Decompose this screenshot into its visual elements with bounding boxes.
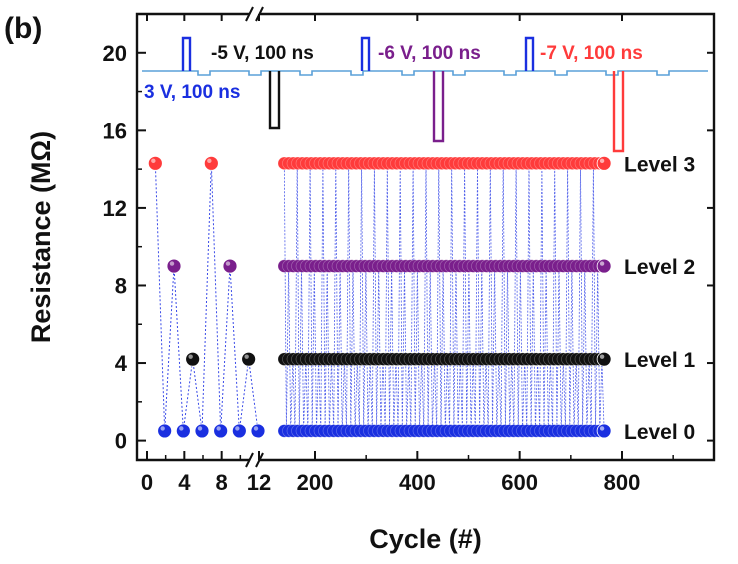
y-tick-label: 8 [115,273,127,298]
link-line-left [248,359,259,431]
x-tick-label-left: 4 [178,470,191,495]
data-point-left [222,258,238,274]
link-lines [154,163,605,431]
data-point-left [241,351,257,367]
point-highlight [235,426,240,431]
data-point-left [147,155,163,171]
panel-label: (b) [4,12,42,45]
y-tick-label: 16 [103,118,127,143]
pulse [268,71,281,130]
point-highlight [599,158,605,164]
x-tick-label-left: 12 [247,470,271,495]
data-points [147,155,612,439]
y-axis-label: Resistance (MΩ) [26,131,56,343]
y-tick-label: 12 [103,196,127,221]
link-line-left [210,163,222,431]
link-line-left [182,359,194,431]
point-highlight [225,261,231,266]
level-1-band [277,351,612,367]
x-tick-label-right: 200 [297,470,334,495]
point-highlight [599,354,605,359]
point-highlight [253,426,259,431]
point-highlight [216,426,221,431]
point-highlight [179,426,184,431]
y-tick-label: 20 [103,41,127,66]
data-point-right-end [596,423,612,439]
link-line-left [164,266,175,431]
data-point-right-end [596,351,612,367]
link-line-left [154,163,166,431]
axes-frame-left [135,12,250,462]
x-tick-label-right: 400 [399,470,436,495]
data-point-right-end [596,155,612,171]
level-3-band [277,155,612,171]
x-tick-label-left: 8 [216,470,228,495]
data-point-left [194,423,210,439]
point-highlight [207,158,212,164]
level-0-band [277,423,612,439]
link-line-left [238,359,250,431]
pulse [432,71,445,143]
x-axis-label: Cycle (#) [369,524,482,554]
link-line-left [220,266,231,431]
y-tick-label: 4 [115,351,128,376]
link-line-left [192,359,203,431]
data-point-left [157,423,173,439]
level-label-1: Level 1 [624,349,696,372]
x-tick-label-right: 600 [501,470,538,495]
level-2-band [277,258,612,274]
y-tick-label: 0 [115,429,127,454]
level-label-3: Level 3 [624,153,695,176]
link-line-left [173,266,184,431]
pulse [360,36,371,71]
level-label-2: Level 2 [624,256,695,279]
pulse-annotation-0: 3 V, 100 ns [144,82,240,103]
point-highlight [599,261,605,266]
data-point-left [203,155,219,171]
point-highlight [188,354,193,359]
data-point-left [250,423,266,439]
pulse [524,36,535,71]
point-highlight [244,354,249,359]
link-line-left [229,266,240,431]
point-highlight [151,158,156,164]
x-tick-label-right: 800 [604,470,641,495]
data-point-left [231,423,247,439]
pulse-train [142,36,708,153]
link-line-left [201,163,212,431]
x-tick-label-left: 0 [141,470,153,495]
pulse [612,71,625,153]
pulse-annotation-3: -7 V, 100 ns [540,43,643,64]
level-label-0: Level 0 [624,421,695,444]
point-highlight [160,426,165,431]
pulse-annotation-2: -6 V, 100 ns [378,43,481,64]
data-point-left [175,423,191,439]
data-point-right-end [596,258,612,274]
point-highlight [169,261,175,266]
axis-break-mark [245,6,254,22]
pulse-annotation-1: -5 V, 100 ns [211,43,314,64]
axis-break-mark [245,452,254,468]
point-highlight [197,426,203,431]
pulse [181,36,192,71]
axes-frame-right [260,12,716,462]
data-point-left [213,423,229,439]
axes [135,6,716,468]
point-highlight [599,426,605,431]
data-point-left [166,258,182,274]
link-line-right [283,163,605,431]
data-point-left [185,351,201,367]
